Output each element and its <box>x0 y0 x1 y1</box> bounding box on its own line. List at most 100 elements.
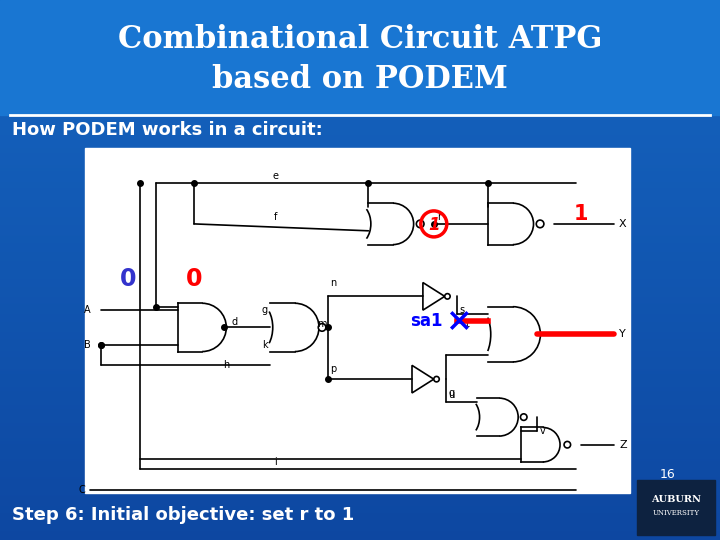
Bar <box>0 525 720 526</box>
Text: u: u <box>448 390 454 400</box>
Bar <box>0 217 720 218</box>
Bar <box>0 197 720 198</box>
Bar <box>0 372 720 373</box>
Bar <box>0 78 720 79</box>
Bar <box>0 296 720 297</box>
Bar <box>0 194 720 195</box>
Bar <box>0 314 720 315</box>
Bar <box>0 97 720 98</box>
Bar <box>0 58 720 59</box>
Bar <box>0 344 720 345</box>
Bar <box>0 503 720 504</box>
Bar <box>0 257 720 258</box>
Bar <box>0 120 720 121</box>
Bar <box>0 167 720 168</box>
Bar <box>0 359 720 360</box>
Bar <box>0 313 720 314</box>
Bar <box>0 497 720 498</box>
Bar <box>0 258 720 259</box>
Bar <box>0 385 720 386</box>
Bar <box>0 184 720 185</box>
Text: AUBURN: AUBURN <box>651 496 701 504</box>
Bar <box>0 316 720 317</box>
Bar <box>0 187 720 188</box>
Bar <box>0 123 720 124</box>
Bar <box>0 349 720 350</box>
Bar <box>0 364 720 365</box>
Bar <box>0 428 720 429</box>
Bar <box>0 479 720 480</box>
Bar <box>0 290 720 291</box>
Bar <box>0 508 720 509</box>
Bar <box>0 219 720 220</box>
Bar <box>0 243 720 244</box>
Bar <box>0 464 720 465</box>
Bar <box>0 370 720 371</box>
Bar <box>0 140 720 141</box>
Bar <box>0 147 720 148</box>
Bar <box>0 451 720 452</box>
Bar <box>0 537 720 538</box>
Bar <box>0 207 720 208</box>
Bar <box>0 309 720 310</box>
Text: Combinational Circuit ATPG: Combinational Circuit ATPG <box>118 24 602 56</box>
Bar <box>0 160 720 161</box>
Bar <box>0 46 720 47</box>
Bar <box>0 371 720 372</box>
Bar <box>0 39 720 40</box>
Bar <box>0 37 720 38</box>
Bar <box>0 153 720 154</box>
Bar <box>0 303 720 304</box>
Bar <box>0 227 720 228</box>
Bar <box>0 461 720 462</box>
Bar <box>0 361 720 362</box>
Bar <box>0 216 720 217</box>
Bar <box>0 159 720 160</box>
Bar <box>0 55 720 56</box>
Bar <box>0 377 720 378</box>
Bar <box>0 137 720 138</box>
Bar <box>0 442 720 443</box>
Bar <box>0 171 720 172</box>
Bar <box>0 360 720 361</box>
Bar <box>0 459 720 460</box>
Bar <box>0 75 720 76</box>
Bar <box>0 99 720 100</box>
Bar <box>0 5 720 6</box>
Bar <box>0 44 720 45</box>
Bar <box>0 511 720 512</box>
Text: Y: Y <box>619 329 626 339</box>
Bar <box>0 234 720 235</box>
Bar <box>0 253 720 254</box>
Bar <box>0 268 720 269</box>
Bar <box>0 516 720 517</box>
Bar <box>0 238 720 239</box>
Bar <box>0 337 720 338</box>
Bar <box>0 195 720 196</box>
Bar <box>0 345 720 346</box>
Bar <box>0 501 720 502</box>
Bar <box>0 264 720 265</box>
Text: q: q <box>448 388 454 398</box>
Bar <box>0 170 720 171</box>
Bar <box>0 368 720 369</box>
Bar <box>0 465 720 466</box>
Bar <box>0 284 720 285</box>
Bar <box>0 347 720 348</box>
Bar <box>0 283 720 284</box>
Bar <box>0 3 720 4</box>
Bar <box>0 242 720 243</box>
Bar <box>0 232 720 233</box>
Bar <box>0 229 720 230</box>
Bar <box>0 279 720 280</box>
Bar <box>0 69 720 70</box>
Bar <box>0 0 720 1</box>
Bar <box>0 266 720 267</box>
Bar <box>0 206 720 207</box>
Bar <box>0 79 720 80</box>
Bar <box>0 269 720 270</box>
Bar <box>0 514 720 515</box>
Bar <box>0 423 720 424</box>
Bar <box>0 111 720 112</box>
Bar <box>0 146 720 147</box>
